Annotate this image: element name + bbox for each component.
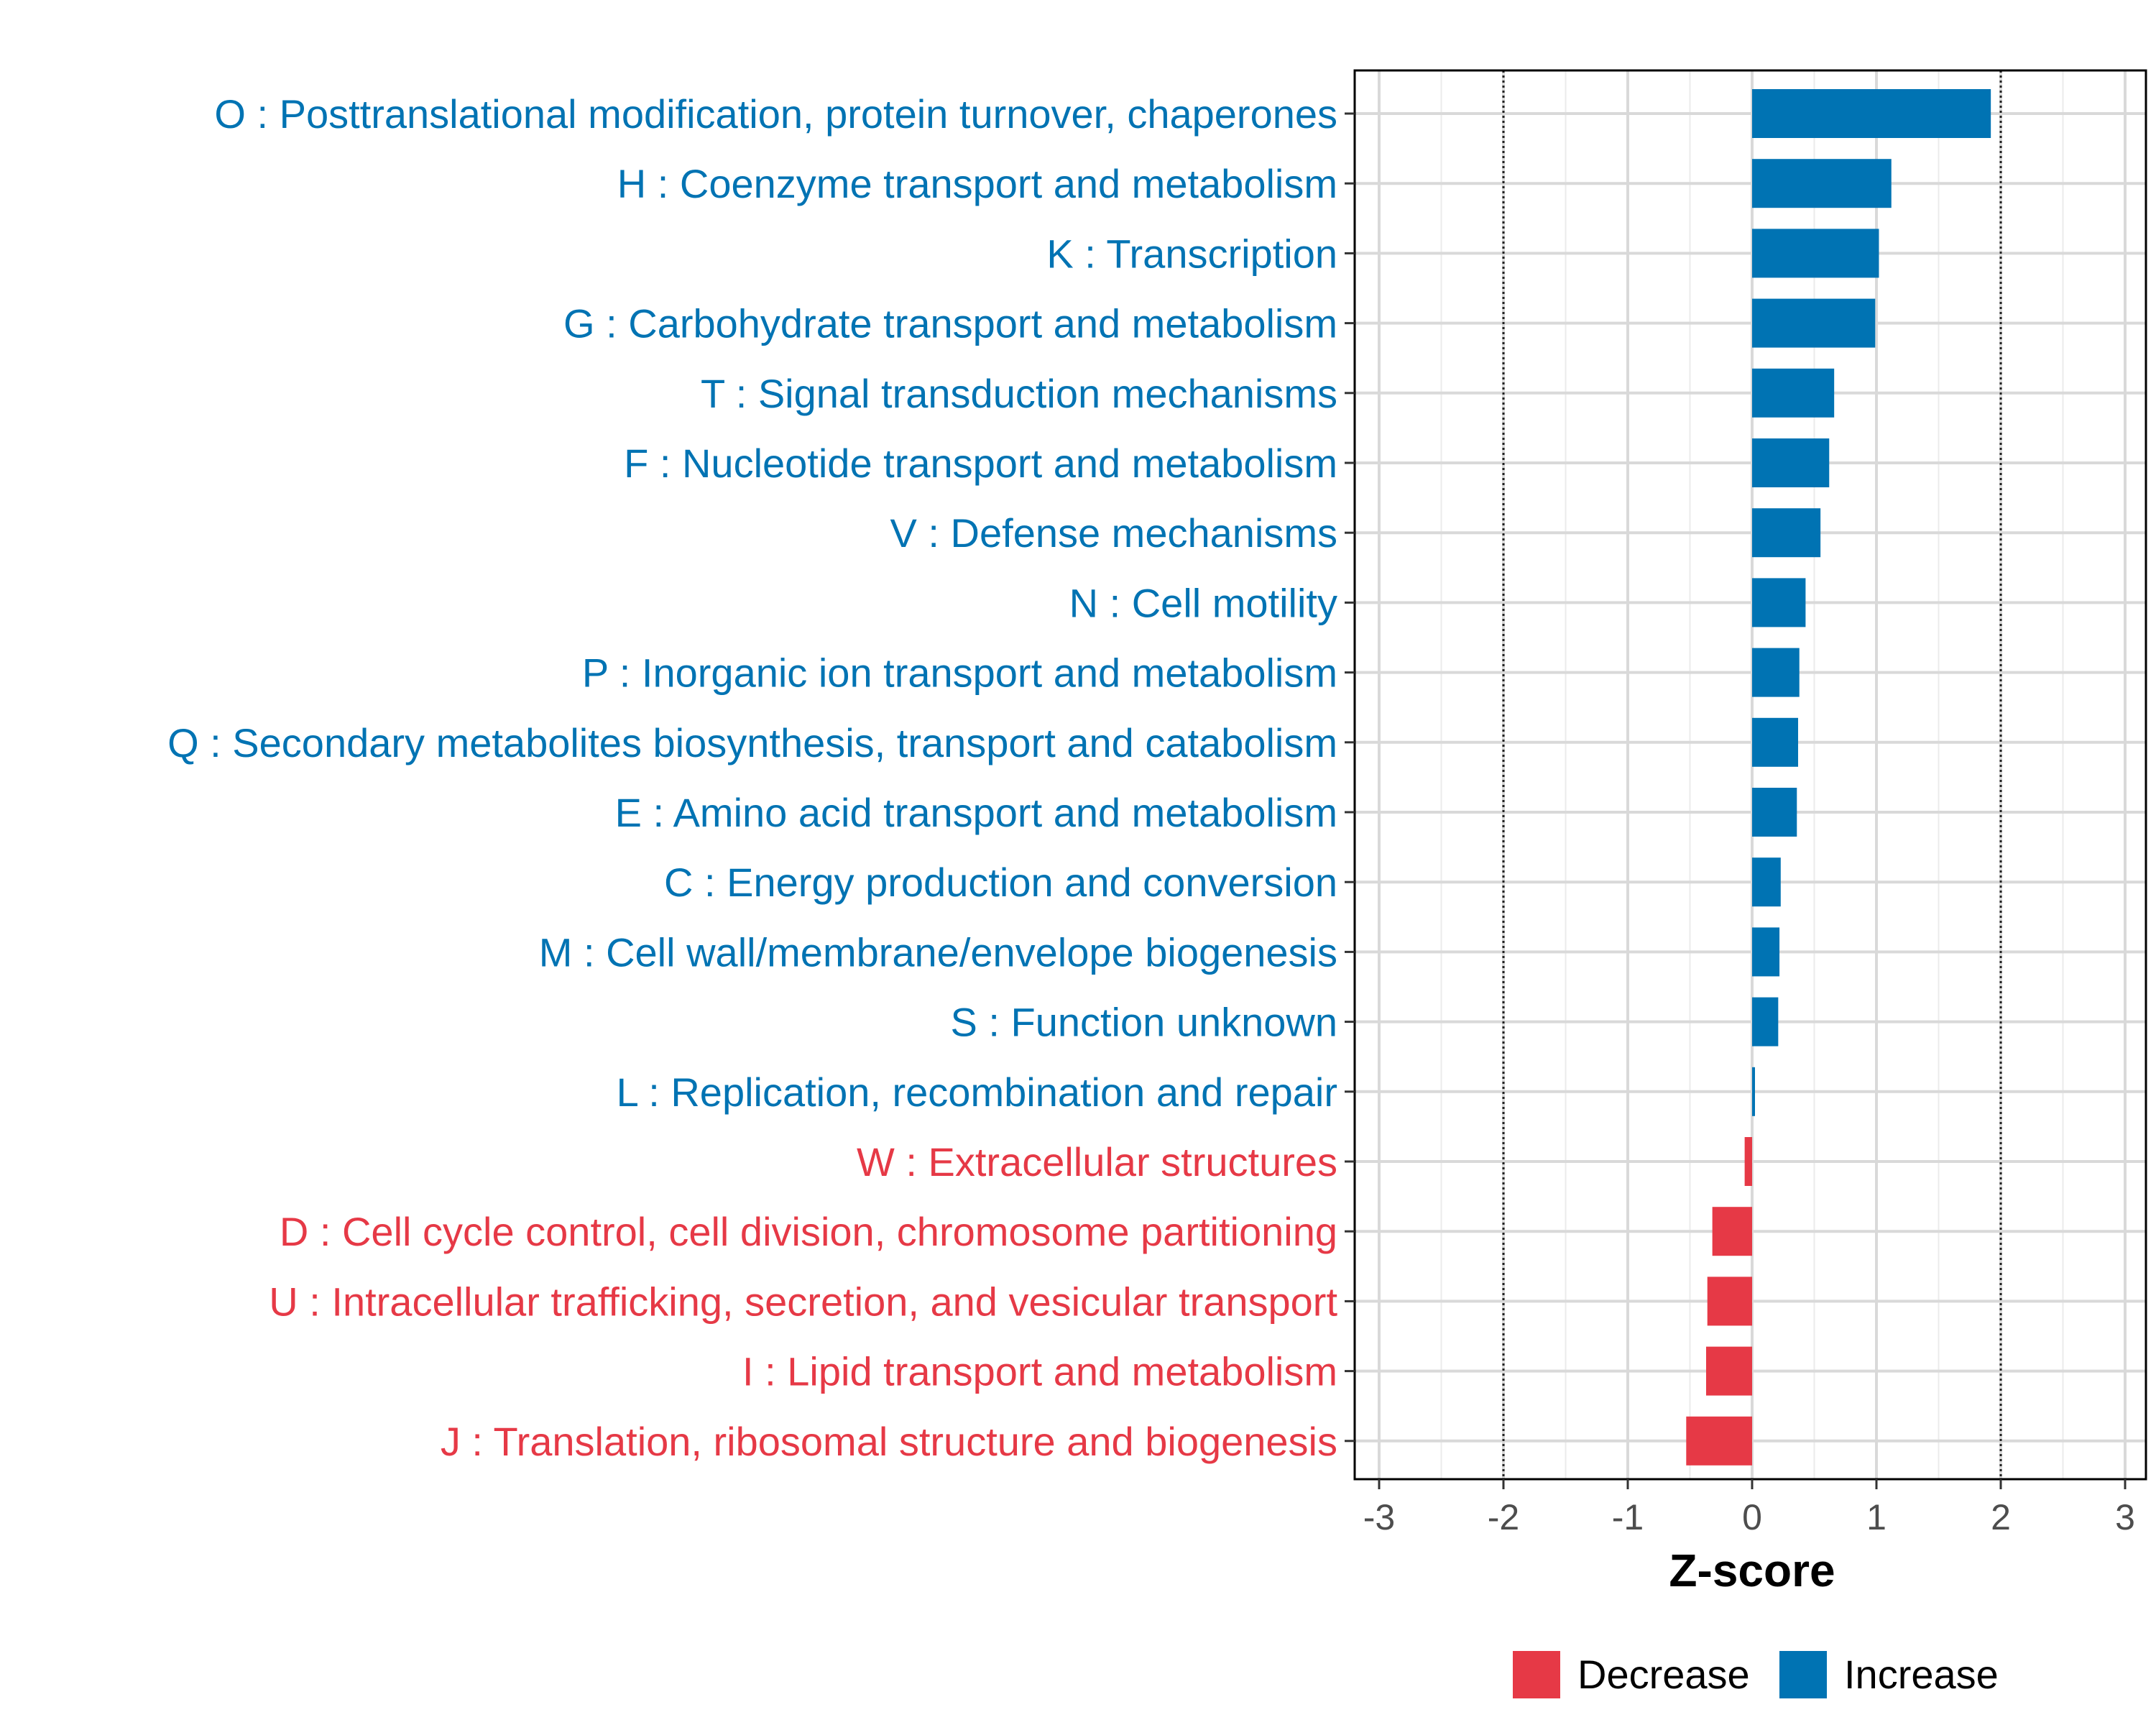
category-label: J : Translation, ribosomal structure and…	[441, 1419, 1337, 1464]
category-label: G : Carbohydrate transport and metabolis…	[563, 301, 1337, 346]
category-label: N : Cell motility	[1069, 580, 1337, 625]
category-label: T : Signal transduction mechanisms	[701, 371, 1337, 416]
category-label: Q : Secondary metabolites biosynthesis, …	[167, 720, 1337, 765]
legend: Decrease Increase	[1513, 1651, 1999, 1698]
category-label: S : Function unknown	[950, 1000, 1337, 1045]
bar	[1752, 508, 1821, 558]
category-label: D : Cell cycle control, cell division, c…	[280, 1209, 1337, 1254]
x-tick-label: 0	[1742, 1497, 1762, 1537]
bar	[1705, 1346, 1752, 1396]
bar	[1744, 1137, 1752, 1186]
legend-swatch	[1779, 1651, 1827, 1698]
category-label: V : Defense mechanisms	[890, 510, 1337, 556]
bar	[1752, 438, 1830, 487]
x-tick-label: -2	[1488, 1497, 1519, 1537]
bar	[1752, 717, 1799, 767]
x-axis-title: Z-score	[1669, 1545, 1835, 1596]
x-tick-label: -1	[1612, 1497, 1644, 1537]
category-label: L : Replication, recombination and repai…	[617, 1070, 1337, 1115]
x-tick-label: 2	[1991, 1497, 2011, 1537]
category-label: K : Transcription	[1046, 231, 1337, 276]
bar	[1752, 788, 1797, 837]
bar	[1752, 578, 1806, 627]
category-label: P : Inorganic ion transport and metaboli…	[582, 650, 1337, 696]
bar	[1752, 648, 1800, 697]
bar	[1752, 229, 1879, 278]
bar	[1752, 997, 1779, 1046]
category-label: I : Lipid transport and metabolism	[742, 1349, 1337, 1394]
bar	[1752, 927, 1780, 977]
category-label: F : Nucleotide transport and metabolism	[624, 441, 1337, 486]
category-label: M : Cell wall/membrane/envelope biogenes…	[539, 929, 1337, 975]
plot-panel	[1353, 69, 2147, 1481]
x-tick-label: 3	[2115, 1497, 2135, 1537]
bar	[1752, 1067, 1755, 1116]
bar	[1752, 368, 1835, 418]
bar	[1707, 1276, 1752, 1326]
legend-label: Increase	[1844, 1652, 1999, 1697]
bar	[1752, 298, 1876, 348]
category-label: C : Energy production and conversion	[664, 860, 1337, 905]
category-label: E : Amino acid transport and metabolism	[615, 790, 1337, 835]
bar	[1752, 159, 1892, 208]
category-label: O : Posttranslational modification, prot…	[214, 91, 1337, 137]
category-label: W : Extracellular structures	[857, 1139, 1337, 1184]
bar	[1752, 857, 1781, 907]
bar	[1752, 89, 1991, 138]
x-tick-label: 1	[1866, 1497, 1886, 1537]
category-label: U : Intracellular trafficking, secretion…	[269, 1279, 1337, 1324]
legend-label: Decrease	[1577, 1652, 1750, 1697]
bar	[1686, 1416, 1752, 1466]
x-tick-label: -3	[1363, 1497, 1395, 1537]
bar	[1712, 1207, 1752, 1256]
legend-swatch	[1513, 1651, 1560, 1698]
category-label: H : Coenzyme transport and metabolism	[617, 161, 1337, 206]
